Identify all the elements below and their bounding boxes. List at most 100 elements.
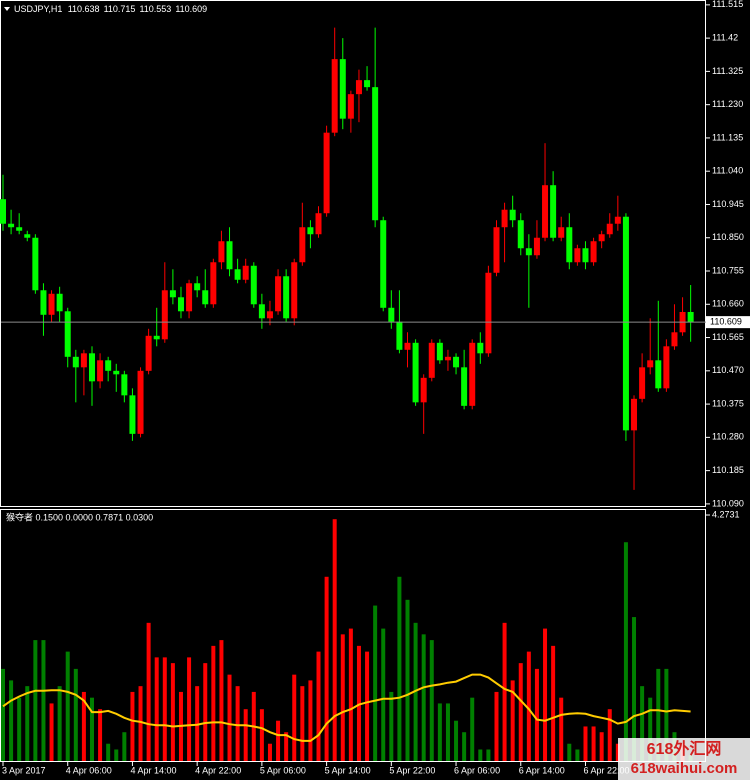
indicator-bar: [65, 651, 70, 761]
indicator-bar: [462, 732, 467, 761]
candle-body: [614, 216, 621, 224]
candle-body: [226, 241, 233, 270]
x-tick-label: 5 Apr 14:00: [325, 765, 371, 775]
indicator-bar: [567, 743, 572, 761]
y-tick-label: 110.565: [712, 332, 744, 342]
indicator-line: [2, 673, 691, 742]
indicator-bar: [648, 697, 653, 761]
candle-body: [315, 213, 322, 235]
x-tick-label: 6 Apr 22:00: [583, 765, 629, 775]
candle-body: [291, 262, 298, 319]
candle-body: [517, 220, 524, 249]
candle-body: [97, 360, 104, 382]
candle-body: [647, 360, 654, 368]
indicator-bar: [57, 686, 62, 761]
candle-body: [194, 283, 201, 291]
candle-body: [339, 59, 346, 119]
main-panel-frame: [0, 0, 706, 507]
candle-body: [501, 209, 508, 228]
y-tick-label: 4.2731: [712, 509, 740, 519]
indicator-bar: [607, 709, 612, 761]
candle-body: [210, 262, 217, 305]
indicator-title: 猴夺者 0.1500 0.0000 0.7871 0.0300: [6, 511, 153, 522]
candle-body: [622, 216, 629, 431]
indicator-bar: [106, 743, 111, 761]
indicator-panel-frame: [0, 509, 706, 762]
indicator-bar: [518, 663, 523, 761]
candle-body: [16, 227, 23, 231]
indicator-bar: [429, 640, 434, 761]
candle-body: [202, 290, 209, 305]
candle-body: [186, 283, 193, 312]
indicator-bar: [195, 686, 200, 761]
chart-header: USDJPY,H1 110.638 110.715 110.553 110.609: [14, 4, 207, 14]
candle-body: [598, 234, 605, 242]
indicator-bar: [389, 691, 394, 761]
x-tick-label: 6 Apr 06:00: [454, 765, 500, 775]
candle-body: [242, 265, 249, 280]
indicator-bar: [356, 645, 361, 761]
indicator-bar: [526, 651, 531, 761]
indicator-bar: [534, 668, 539, 761]
y-tick-label: 110.375: [712, 398, 744, 408]
indicator-bar: [656, 668, 661, 761]
candle-body: [558, 227, 565, 238]
y-tick-label: 110.755: [712, 265, 744, 275]
candle-body: [121, 374, 128, 396]
y-tick-label: 110.185: [712, 465, 744, 475]
indicator-bar: [187, 657, 192, 761]
indicator-bar: [9, 680, 14, 761]
candle-body: [40, 290, 47, 315]
indicator-bar: [437, 703, 442, 761]
candle-body: [380, 220, 387, 308]
indicator-bar: [25, 686, 30, 761]
x-tick-label: 6 Apr 14:00: [519, 765, 565, 775]
candle-body: [64, 311, 71, 357]
candle-body: [218, 241, 225, 263]
indicator-bar: [259, 709, 264, 761]
candle-body: [493, 227, 500, 273]
y-tick-label: 110.945: [712, 199, 744, 209]
indicator-bar: [219, 640, 224, 761]
indicator-bar: [510, 680, 515, 761]
candle-body: [258, 304, 265, 319]
candle-body: [331, 59, 338, 133]
candle-body: [533, 237, 540, 256]
watermark-box: [618, 738, 750, 780]
low: 110.553: [139, 4, 171, 14]
indicator-bar: [227, 674, 232, 761]
indicator-bar: [397, 576, 402, 761]
y-tick-label: 110.850: [712, 232, 744, 242]
indicator-bar: [292, 674, 297, 761]
x-tick-label: 4 Apr 06:00: [66, 765, 112, 775]
indicator-bar: [154, 657, 159, 761]
indicator-bar: [623, 542, 628, 761]
indicator-bar: [17, 697, 22, 761]
candle-body: [582, 248, 589, 263]
indicator-bar: [81, 691, 86, 761]
menu-triangle[interactable]: [4, 7, 10, 11]
indicator-bar: [640, 686, 645, 761]
y-tick-label: 111.515: [712, 0, 743, 9]
candle-body: [266, 311, 273, 319]
candle-body: [113, 370, 120, 375]
x-tick-label: 4 Apr 14:00: [130, 765, 176, 775]
candle-body: [477, 342, 484, 354]
indicator-bar: [49, 703, 54, 761]
candle-body: [550, 185, 557, 238]
watermark: 618waihui.com: [631, 760, 738, 777]
candle-body: [137, 370, 144, 434]
symbol: USDJPY,H1: [14, 4, 62, 14]
indicator-bar: [130, 691, 135, 761]
candle-body: [639, 367, 646, 399]
indicator-bar: [211, 645, 216, 761]
candle-body: [525, 248, 532, 256]
indicator-bar: [454, 720, 459, 761]
candle-body: [364, 80, 371, 88]
indicator-bar: [365, 651, 370, 761]
indicator-bar: [284, 732, 289, 761]
high: 110.715: [104, 4, 136, 14]
y-tick-label: 111.325: [712, 66, 743, 76]
candle-body: [655, 360, 662, 389]
